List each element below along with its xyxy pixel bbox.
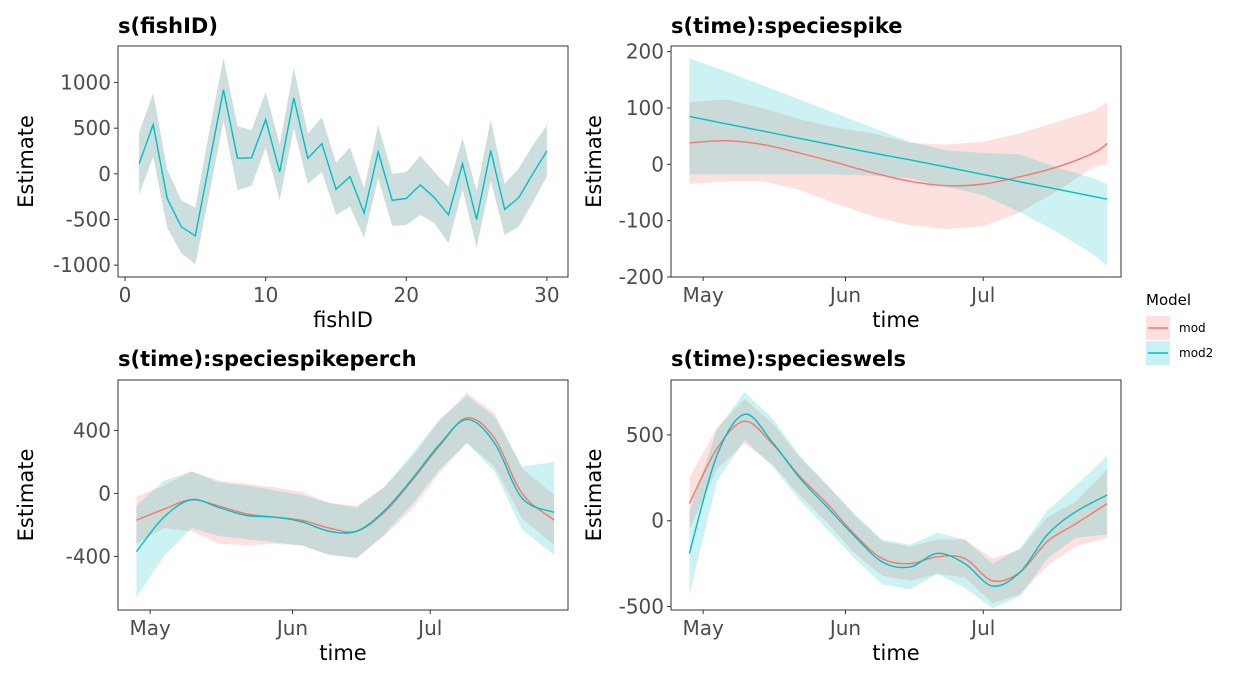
series-line-mod2 xyxy=(138,89,548,238)
y-tick-label: 400 xyxy=(73,418,111,442)
x-axis-label: time xyxy=(319,641,366,665)
legend-label-mod: mod xyxy=(1179,321,1206,335)
panel-3: s(time):speciespikeperch May Jun Jul -400 0 40… xyxy=(14,347,569,665)
x-tick-label: Jun xyxy=(828,616,861,640)
panel-border xyxy=(117,45,569,278)
series-line-mod xyxy=(688,420,1108,583)
y-axis-label: Estimate xyxy=(582,115,606,208)
panel-2: s(time):speciespike May Jun Jul -200 -100 0 100… xyxy=(582,14,1122,332)
series-line-mod2 xyxy=(135,418,555,553)
ci-band-mod2 xyxy=(689,392,1108,609)
plot-area xyxy=(688,392,1108,609)
x-tick-label: 0 xyxy=(119,283,132,307)
y-tick-label: -200 xyxy=(619,265,664,289)
x-tick-label: Jul xyxy=(969,616,995,640)
y-axis-label: Estimate xyxy=(582,449,606,542)
panel-title: s(time):speciespikeperch xyxy=(118,347,417,371)
y-tick-label: 0 xyxy=(651,509,664,533)
x-tick-label: May xyxy=(129,616,171,640)
y-tick-label: 0 xyxy=(98,481,111,505)
x-tick-label: Jul xyxy=(416,616,442,640)
y-tick-label: 500 xyxy=(626,423,664,447)
panels: s(fishID)0 10 20 30-1000-50005001000fishIDE… xyxy=(14,14,1122,665)
series-line-mod xyxy=(689,139,1108,187)
y-tick-label: 0 xyxy=(98,162,111,186)
legend: Model mod mod2 xyxy=(1146,291,1213,365)
y-tick-label: 1000 xyxy=(60,71,111,95)
x-tick-label: Jun xyxy=(275,616,308,640)
x-axis-label: time xyxy=(872,308,919,332)
x-axis-label: time xyxy=(872,641,919,665)
x-tick-label: Jun xyxy=(828,283,861,307)
y-tick-label: 0 xyxy=(651,152,664,176)
x-tick-label: May xyxy=(682,283,724,307)
y-tick-label: 200 xyxy=(626,40,664,64)
panel-4: s(time):specieswels May Jun Jul -500 0 500 time… xyxy=(582,347,1122,665)
plot-area xyxy=(135,392,555,598)
series-line-mod2 xyxy=(689,115,1108,200)
legend-label-mod2: mod2 xyxy=(1179,346,1213,360)
plot-area xyxy=(689,58,1108,266)
ci-band-mod2 xyxy=(689,58,1108,266)
plot-area xyxy=(138,57,548,265)
y-tick-label: 500 xyxy=(73,116,111,140)
x-tick-label: 30 xyxy=(534,283,559,307)
ci-band-mod xyxy=(689,398,1108,604)
y-tick-label: -100 xyxy=(619,209,664,233)
panel-title: s(time):specieswels xyxy=(671,347,906,371)
y-tick-label: -500 xyxy=(619,595,664,619)
x-tick-label: 20 xyxy=(394,283,419,307)
x-axis-label: fishID xyxy=(313,308,373,332)
panel-title: s(fishID) xyxy=(118,14,218,38)
ci-band-mod xyxy=(689,99,1108,230)
y-tick-label: -400 xyxy=(66,544,111,568)
panel-border xyxy=(117,379,569,611)
y-axis-label: Estimate xyxy=(14,449,38,542)
y-tick-label: -500 xyxy=(66,207,111,231)
x-tick-label: May xyxy=(682,616,724,640)
y-axis-label: Estimate xyxy=(14,115,38,208)
y-tick-label: 100 xyxy=(626,96,664,120)
ci-band-mod2 xyxy=(136,395,555,598)
ci-band-overlap xyxy=(139,57,547,265)
series-line-mod2 xyxy=(688,413,1108,587)
x-tick-label: 10 xyxy=(253,283,278,307)
x-tick-label: Jul xyxy=(969,283,995,307)
y-tick-label: -1000 xyxy=(53,253,111,277)
panel-border xyxy=(670,45,1122,278)
legend-title: Model xyxy=(1146,291,1191,309)
panel-title: s(time):speciespike xyxy=(671,14,903,38)
panel-border xyxy=(670,379,1122,611)
panel-1: s(fishID) 0 10 20 30 -1000 -500 0 500 1000 fishID E… xyxy=(14,14,569,332)
